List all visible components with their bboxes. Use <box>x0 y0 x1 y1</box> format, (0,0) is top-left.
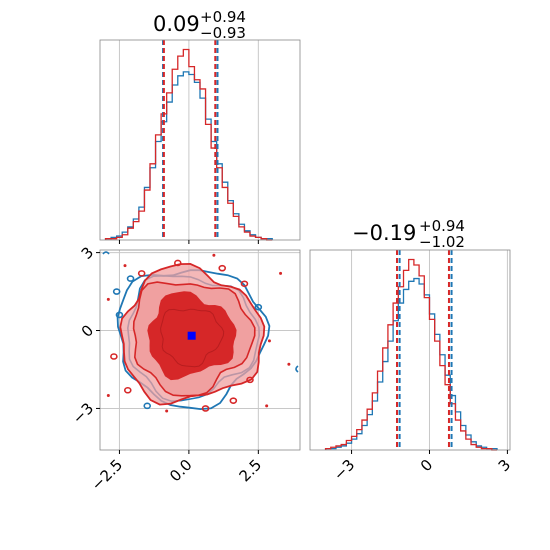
joint-contour-panel: −2.5 0.0 2.5 −3 0 3 <box>69 243 301 494</box>
sample-point <box>267 339 271 343</box>
title-param1-lower: −0.93 <box>200 24 246 42</box>
x-tick-label-param2: 3 <box>495 456 514 475</box>
y-tick-label-param2: −3 <box>69 399 97 427</box>
contour-island <box>240 280 249 288</box>
contour-island <box>110 353 118 360</box>
contour-island <box>126 275 135 282</box>
x-tick-label-param1: 0.0 <box>166 456 196 486</box>
panel-frame <box>99 249 301 451</box>
contour-island <box>173 259 182 267</box>
contour-island <box>201 405 210 412</box>
sample-point <box>279 271 283 275</box>
sample-point <box>165 409 169 413</box>
title-param2-upper: +0.94 <box>419 217 465 235</box>
histogram-blue <box>324 277 498 450</box>
contour-island <box>229 397 238 404</box>
contour-island <box>112 288 121 295</box>
contour-island <box>115 311 124 319</box>
title-param2-median: −0.19 <box>352 221 416 245</box>
x-tick-label-param1: −2.5 <box>88 456 126 494</box>
panel-frame <box>99 39 301 241</box>
histogram-panel-param1 <box>99 39 301 244</box>
histogram-red <box>324 258 498 451</box>
truth-marker <box>187 331 196 340</box>
sample-point <box>212 253 216 257</box>
contour-island <box>218 264 227 272</box>
contour-island <box>246 376 254 384</box>
contour-island <box>137 270 146 277</box>
contour-island <box>143 402 152 410</box>
sample-point <box>106 297 110 301</box>
contour-blue-outer <box>116 269 271 411</box>
sample-point <box>123 264 127 268</box>
contour-island <box>123 386 132 394</box>
histogram-panel-param2: −3 0 3 <box>309 249 514 484</box>
y-tick-label-param2: 0 <box>78 321 97 340</box>
title-param1-median: 0.09 <box>153 12 200 36</box>
x-tick-label-param1: 2.5 <box>236 456 266 486</box>
sample-point <box>265 404 269 408</box>
panel-frame <box>309 249 511 451</box>
x-tick-label-param2: −3 <box>330 456 358 484</box>
x-tick-label-param2: 0 <box>417 456 436 475</box>
contour-edge-fragment <box>102 251 110 255</box>
contour-edge-fragment <box>295 365 299 373</box>
y-tick-label-param2: 3 <box>78 243 97 262</box>
histogram-red <box>104 48 273 241</box>
contour-island <box>254 303 263 311</box>
sample-point <box>287 362 291 366</box>
title-param2-lower: −1.02 <box>419 233 465 251</box>
sample-point <box>106 393 110 397</box>
title-param1-upper: +0.94 <box>200 8 246 26</box>
